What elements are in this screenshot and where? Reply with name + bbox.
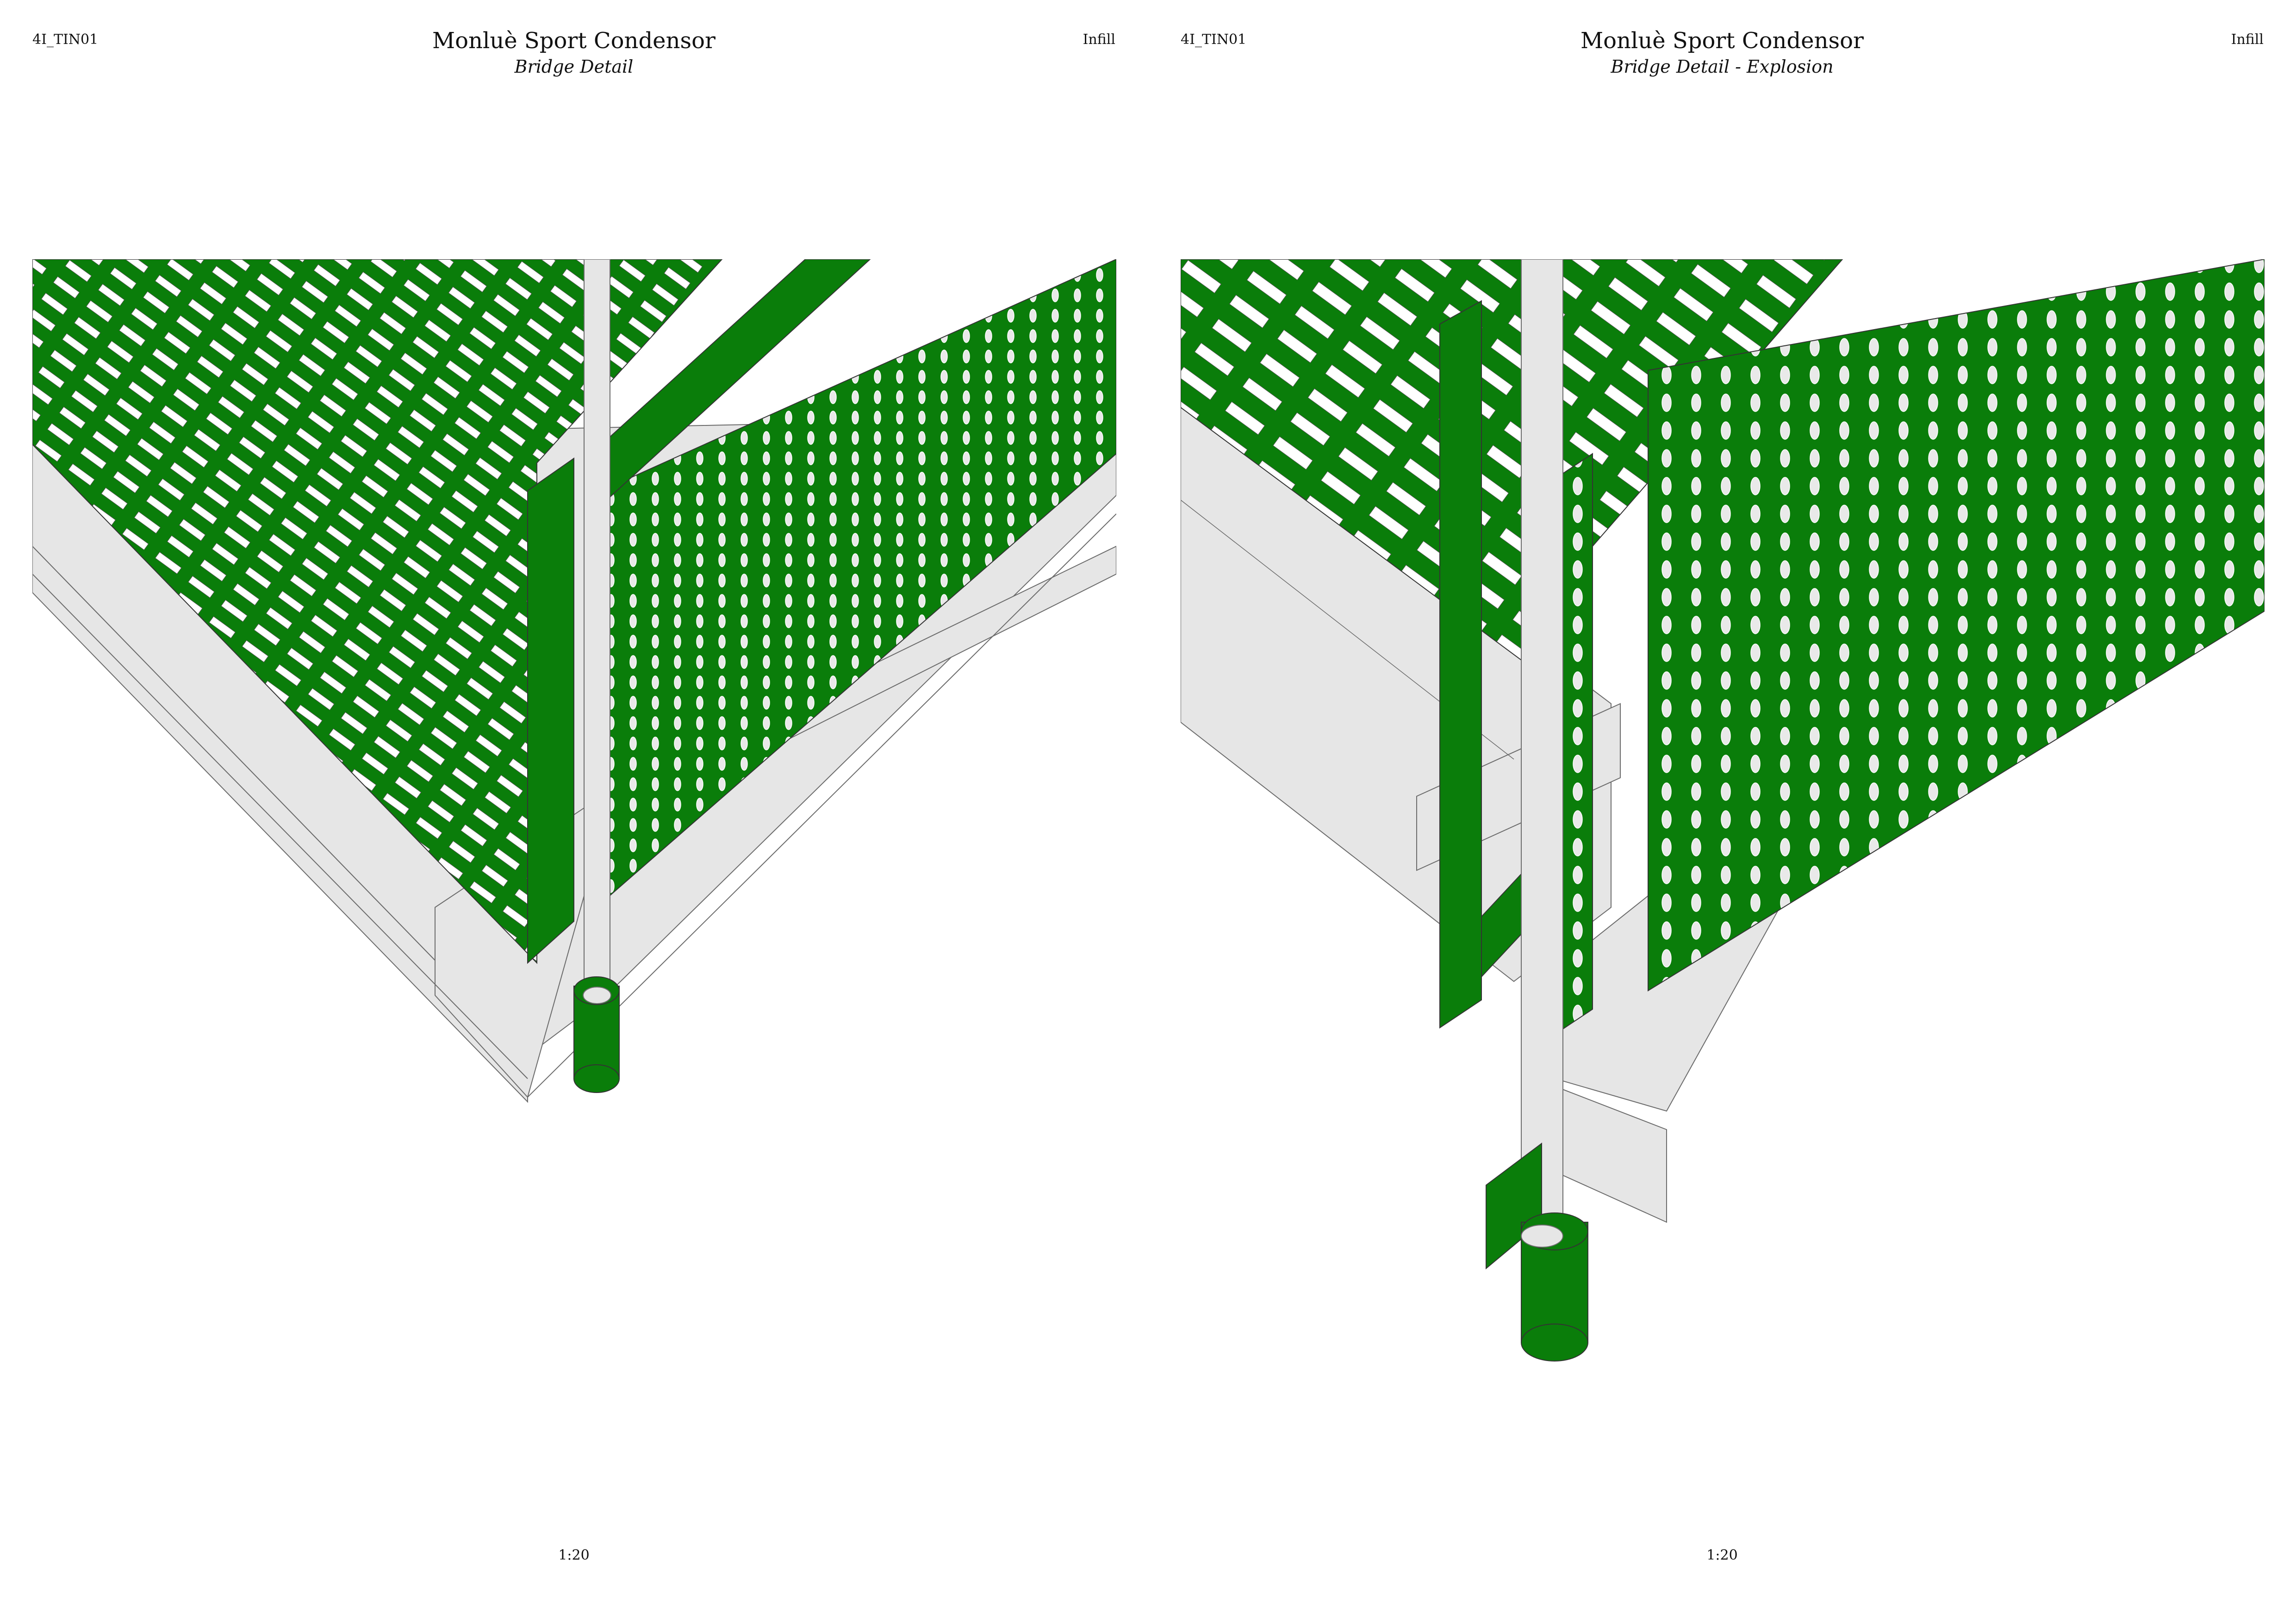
sheet-bridge-detail-explosion: 4I_TIN01 Monluè Sport Condensor Bridge D… [1148,0,2296,1624]
bridge-detail-drawing [32,259,1116,1103]
drawing-category: Infill [2231,31,2264,48]
sheet-bridge-detail: 4I_TIN01 Monluè Sport Condensor Bridge D… [32,28,1116,1563]
project-title: Monluè Sport Condensor [432,28,716,54]
drawing-code: 4I_TIN01 [32,31,99,48]
drawing-scale: 1:20 [558,1547,590,1563]
perforated-panel [601,259,1116,904]
project-title: Monluè Sport Condensor [1580,28,1864,54]
drawing-subtitle: Bridge Detail - Explosion [1611,56,1834,77]
drawing-scale: 1:20 [1706,1547,1738,1563]
vertical-pipe [584,259,610,1000]
green-post [527,457,574,964]
perforated-panel-large [1648,259,2265,992]
drawing-subtitle: Bridge Detail [514,56,634,77]
drawing-category: Infill [1083,31,1115,48]
drawing-code: 4I_TIN01 [1181,31,1247,48]
vertical-pipe [1521,259,1563,1241]
bridge-explosion-drawing [1181,259,2265,1362]
green-frame [1439,300,1482,1029]
